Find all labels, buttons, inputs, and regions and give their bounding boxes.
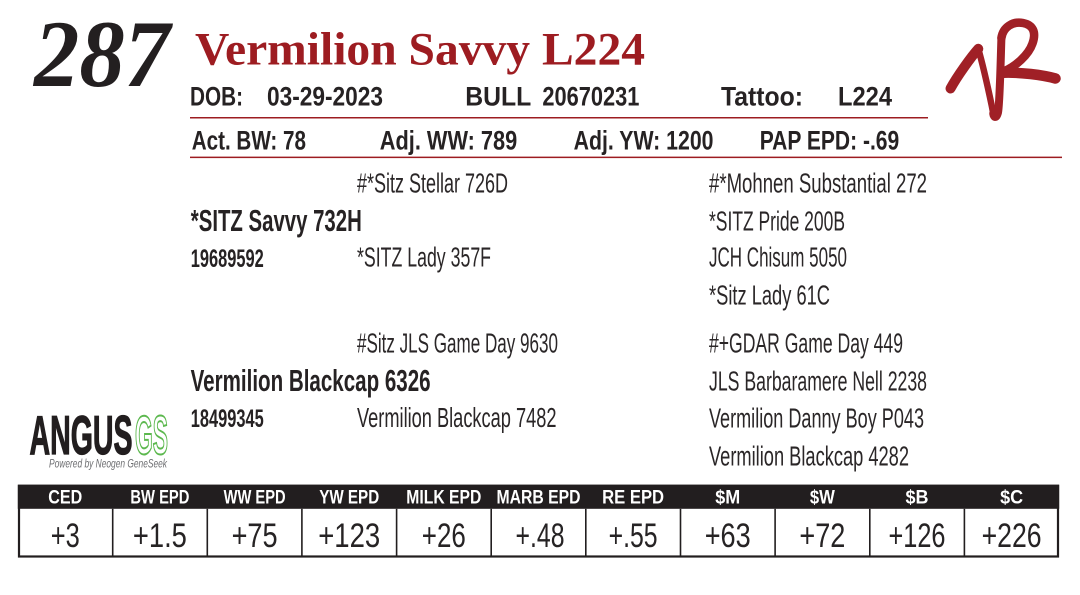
svg-text:JLS Barbaramere Nell 2238: JLS Barbaramere Nell 2238 [709, 366, 927, 397]
svg-text:WW EPD: WW EPD [224, 488, 286, 509]
svg-text:Powered by Neogen GeneSeek: Powered by Neogen GeneSeek [49, 457, 168, 471]
svg-text:#+GDAR Game Day 449: #+GDAR Game Day 449 [709, 328, 903, 359]
svg-text:Tattoo:: Tattoo: [721, 82, 803, 112]
svg-text:*SITZ Pride 200B: *SITZ Pride 200B [709, 206, 845, 237]
svg-text:$W: $W [810, 488, 835, 509]
svg-text:$M: $M [715, 488, 740, 509]
svg-text:BULL: BULL [465, 82, 531, 112]
svg-text:*Sitz Lady 61C: *Sitz Lady 61C [709, 279, 830, 310]
svg-text:BW EPD: BW EPD [130, 488, 189, 509]
svg-text:Vermilion Blackcap 4282: Vermilion Blackcap 4282 [709, 441, 909, 472]
svg-text:Vermilion Blackcap 7482: Vermilion Blackcap 7482 [357, 402, 557, 433]
svg-text:287: 287 [32, 1, 173, 107]
svg-text:Adj. YW: 1200: Adj. YW: 1200 [574, 125, 714, 155]
svg-text:Adj. WW: 789: Adj. WW: 789 [380, 125, 517, 155]
svg-text:DOB:: DOB: [190, 82, 243, 112]
svg-text:Vermilion Blackcap 6326: Vermilion Blackcap 6326 [191, 363, 431, 398]
svg-text:$B: $B [906, 488, 929, 509]
svg-text:Vermilion Danny Boy P043: Vermilion Danny Boy P043 [709, 403, 924, 434]
svg-text:YW EPD: YW EPD [319, 488, 379, 509]
svg-text:+123: +123 [318, 517, 380, 555]
svg-text:$C: $C [1000, 488, 1023, 509]
svg-text:#*Mohnen Substantial 272: #*Mohnen Substantial 272 [709, 168, 927, 199]
svg-text:*SITZ Lady 357F: *SITZ Lady 357F [357, 242, 491, 273]
svg-text:03-29-2023: 03-29-2023 [267, 82, 383, 112]
svg-text:Vermilion Savvy L224: Vermilion Savvy L224 [195, 25, 645, 76]
svg-text:+.48: +.48 [516, 517, 565, 555]
svg-text:JCH Chisum 5050: JCH Chisum 5050 [709, 242, 847, 273]
svg-text:18499345: 18499345 [191, 405, 264, 433]
svg-text:#Sitz JLS Game Day 9630: #Sitz JLS Game Day 9630 [357, 328, 558, 359]
svg-text:ANGUS: ANGUS [30, 405, 133, 466]
svg-text:RE EPD: RE EPD [602, 488, 664, 509]
svg-text:+3: +3 [51, 517, 80, 555]
svg-text:MARB EPD: MARB EPD [497, 488, 581, 509]
svg-text:PAP EPD: -.69: PAP EPD: -.69 [760, 125, 900, 155]
svg-text:CED: CED [48, 488, 82, 509]
svg-text:+26: +26 [422, 517, 466, 555]
svg-text:#*Sitz Stellar 726D: #*Sitz Stellar 726D [357, 168, 508, 199]
svg-text:GS: GS [135, 405, 168, 466]
svg-text:20670231: 20670231 [542, 82, 639, 112]
svg-text:Act. BW: 78: Act. BW: 78 [192, 125, 306, 155]
svg-text:+.55: +.55 [609, 517, 658, 555]
svg-text:19689592: 19689592 [191, 245, 264, 273]
svg-text:*SITZ Savvy 732H: *SITZ Savvy 732H [191, 203, 362, 238]
svg-text:+126: +126 [889, 517, 946, 555]
svg-text:+72: +72 [799, 517, 845, 555]
svg-text:+63: +63 [705, 517, 751, 555]
svg-text:MILK EPD: MILK EPD [406, 488, 481, 509]
svg-text:+1.5: +1.5 [133, 517, 187, 555]
svg-text:+226: +226 [982, 517, 1042, 555]
svg-text:L224: L224 [838, 82, 892, 112]
svg-text:+75: +75 [232, 517, 278, 555]
